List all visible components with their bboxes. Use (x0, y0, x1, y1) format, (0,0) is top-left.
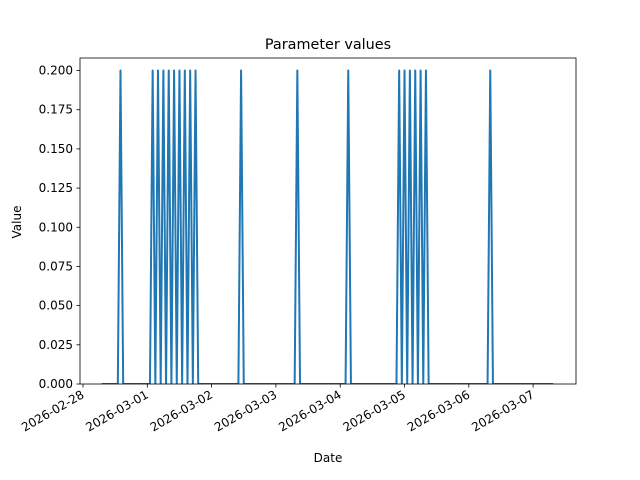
y-tick-label: 0.200 (39, 64, 73, 78)
y-tick-label: 0.025 (39, 338, 73, 352)
y-tick-label: 0.100 (39, 220, 73, 234)
y-tick-label: 0.050 (39, 299, 73, 313)
y-tick-label: 0.125 (39, 181, 73, 195)
plot-frame (79, 57, 577, 385)
x-axis-label: Date (314, 451, 343, 465)
y-tick-label: 0.000 (39, 377, 73, 391)
data-line (101, 69, 554, 384)
chart-title: Parameter values (265, 37, 391, 53)
y-axis-label: Value (10, 206, 24, 239)
y-tick-label: 0.175 (39, 103, 73, 117)
y-tick-label: 0.075 (39, 259, 73, 273)
y-tick-label: 0.150 (39, 142, 73, 156)
